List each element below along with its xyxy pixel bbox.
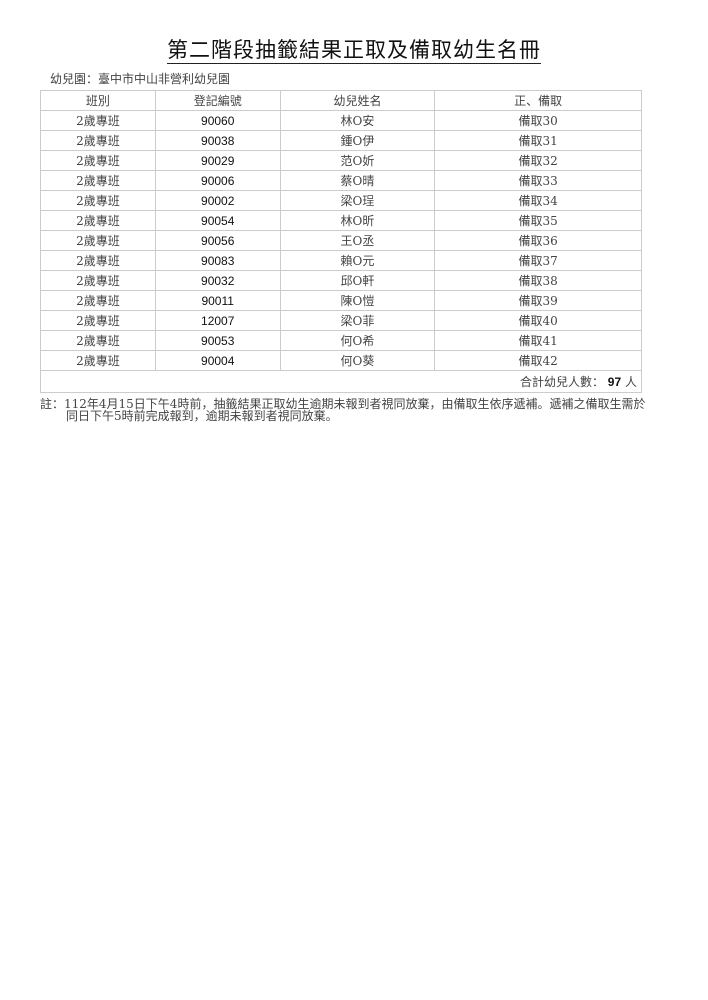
cell-reg-no: 90054 bbox=[154, 210, 281, 231]
note-line-2: 同日下午5時前完成報到，逾期未報到者視同放棄。 bbox=[66, 409, 338, 423]
cell-reg-no: 90006 bbox=[154, 170, 281, 191]
title-text: 第二階段抽籤結果正取及備取幼生名冊 bbox=[167, 38, 541, 64]
cell-status: 備取32 bbox=[434, 150, 642, 171]
cell-class: 2歲專班 bbox=[40, 150, 156, 171]
note-line-1: 註：112年4月15日下午4時前，抽籤結果正取幼生逾期未報到者視同放棄，由備取生… bbox=[40, 397, 646, 411]
cell-status: 備取33 bbox=[434, 170, 642, 191]
cell-class: 2歲專班 bbox=[40, 270, 156, 291]
cell-status: 備取40 bbox=[434, 310, 642, 331]
cell-class: 2歲專班 bbox=[40, 230, 156, 251]
cell-class: 2歲專班 bbox=[40, 210, 156, 231]
roster-table: 班別 登記編號 幼兒姓名 正、備取 2歲專班 90060 林O安 備取30 2歲專班 90… bbox=[40, 90, 642, 393]
cell-name: 何O葵 bbox=[279, 350, 436, 371]
table-row: 2歲專班 90029 范O妡 備取32 bbox=[40, 150, 642, 171]
cell-name: 鍾O伊 bbox=[279, 130, 436, 151]
cell-reg-no: 90060 bbox=[154, 110, 281, 131]
total-count: 97 bbox=[607, 375, 622, 389]
table-row: 2歲專班 90038 鍾O伊 備取31 bbox=[40, 130, 642, 151]
cell-name: 邱O軒 bbox=[279, 270, 436, 291]
total-unit: 人 bbox=[624, 375, 637, 389]
cell-status: 備取34 bbox=[434, 190, 642, 211]
table-row: 2歲專班 90002 梁O珵 備取34 bbox=[40, 190, 642, 211]
table-row: 2歲專班 90054 林O昕 備取35 bbox=[40, 210, 642, 231]
cell-reg-no: 90002 bbox=[154, 190, 281, 211]
cell-status: 備取36 bbox=[434, 230, 642, 251]
page-title: 第二階段抽籤結果正取及備取幼生名冊 bbox=[0, 34, 708, 64]
table-row: 2歲專班 90060 林O安 備取30 bbox=[40, 110, 642, 131]
cell-status: 備取35 bbox=[434, 210, 642, 231]
cell-reg-no: 90029 bbox=[154, 150, 281, 171]
cell-class: 2歲專班 bbox=[40, 350, 156, 371]
header-reg-no: 登記編號 bbox=[154, 90, 281, 111]
cell-class: 2歲專班 bbox=[40, 310, 156, 331]
cell-reg-no: 90004 bbox=[154, 350, 281, 371]
cell-reg-no: 90038 bbox=[154, 130, 281, 151]
cell-name: 何O希 bbox=[279, 330, 436, 351]
cell-class: 2歲專班 bbox=[40, 330, 156, 351]
cell-status: 備取38 bbox=[434, 270, 642, 291]
table-row: 2歲專班 90053 何O希 備取41 bbox=[40, 330, 642, 351]
table-header: 班別 登記編號 幼兒姓名 正、備取 bbox=[40, 90, 642, 111]
table-row: 2歲專班 90032 邱O軒 備取38 bbox=[40, 270, 642, 291]
table-row: 2歲專班 90011 陳O愷 備取39 bbox=[40, 290, 642, 311]
cell-name: 梁O珵 bbox=[279, 190, 436, 211]
cell-status: 備取41 bbox=[434, 330, 642, 351]
table-row: 2歲專班 90006 蔡O晴 備取33 bbox=[40, 170, 642, 191]
table-row: 2歲專班 12007 梁O菲 備取40 bbox=[40, 310, 642, 331]
cell-name: 陳O愷 bbox=[279, 290, 436, 311]
header-class: 班別 bbox=[40, 90, 156, 111]
total-label: 合計幼兒人數： bbox=[519, 375, 604, 389]
header-name: 幼兒姓名 bbox=[279, 90, 436, 111]
cell-status: 備取39 bbox=[434, 290, 642, 311]
total-row: 合計幼兒人數： 97 人 bbox=[40, 370, 642, 393]
cell-class: 2歲專班 bbox=[40, 130, 156, 151]
header-status: 正、備取 bbox=[434, 90, 642, 111]
cell-name: 賴O元 bbox=[279, 250, 436, 271]
note: 註：112年4月15日下午4時前，抽籤結果正取幼生逾期未報到者視同放棄，由備取生… bbox=[40, 398, 680, 422]
cell-reg-no: 12007 bbox=[154, 310, 281, 331]
cell-class: 2歲專班 bbox=[40, 170, 156, 191]
cell-class: 2歲專班 bbox=[40, 250, 156, 271]
cell-status: 備取37 bbox=[434, 250, 642, 271]
cell-class: 2歲專班 bbox=[40, 290, 156, 311]
table-row: 2歲專班 90056 王O丞 備取36 bbox=[40, 230, 642, 251]
table-row: 2歲專班 90004 何O葵 備取42 bbox=[40, 350, 642, 371]
cell-name: 林O昕 bbox=[279, 210, 436, 231]
cell-reg-no: 90053 bbox=[154, 330, 281, 351]
cell-status: 備取42 bbox=[434, 350, 642, 371]
cell-reg-no: 90056 bbox=[154, 230, 281, 251]
cell-name: 蔡O晴 bbox=[279, 170, 436, 191]
cell-status: 備取30 bbox=[434, 110, 642, 131]
cell-reg-no: 90032 bbox=[154, 270, 281, 291]
table-row: 2歲專班 90083 賴O元 備取37 bbox=[40, 250, 642, 271]
cell-name: 梁O菲 bbox=[279, 310, 436, 331]
cell-reg-no: 90083 bbox=[154, 250, 281, 271]
cell-name: 林O安 bbox=[279, 110, 436, 131]
cell-reg-no: 90011 bbox=[154, 290, 281, 311]
cell-name: 王O丞 bbox=[279, 230, 436, 251]
cell-name: 范O妡 bbox=[279, 150, 436, 171]
cell-class: 2歲專班 bbox=[40, 190, 156, 211]
cell-class: 2歲專班 bbox=[40, 110, 156, 131]
kindergarten-label: 幼兒園：臺中市中山非營利幼兒園 bbox=[50, 72, 231, 86]
cell-status: 備取31 bbox=[434, 130, 642, 151]
